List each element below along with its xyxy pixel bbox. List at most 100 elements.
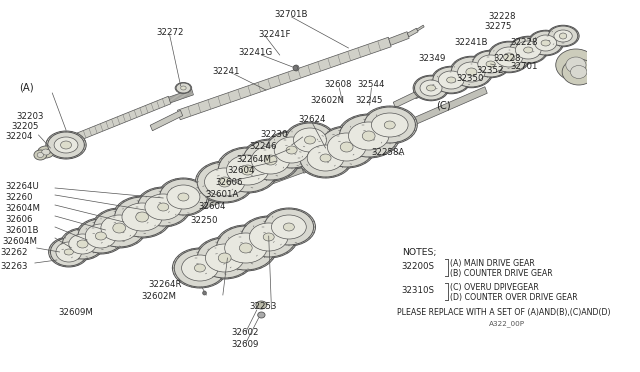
- Ellipse shape: [182, 255, 218, 281]
- Text: 32608: 32608: [324, 80, 352, 89]
- Text: 32260: 32260: [6, 193, 33, 202]
- Ellipse shape: [115, 197, 170, 237]
- Ellipse shape: [136, 212, 148, 222]
- Ellipse shape: [178, 193, 189, 201]
- Polygon shape: [388, 32, 409, 45]
- Text: NOTES;: NOTES;: [402, 248, 436, 257]
- Text: 32606: 32606: [216, 178, 243, 187]
- Ellipse shape: [556, 49, 596, 81]
- Ellipse shape: [371, 113, 408, 137]
- Ellipse shape: [92, 208, 147, 248]
- Ellipse shape: [205, 244, 244, 272]
- Ellipse shape: [486, 61, 495, 67]
- Ellipse shape: [252, 146, 290, 174]
- Text: 32264U: 32264U: [6, 182, 40, 191]
- Ellipse shape: [258, 312, 265, 318]
- Ellipse shape: [113, 196, 172, 238]
- Ellipse shape: [320, 154, 331, 162]
- Ellipse shape: [174, 249, 225, 287]
- Ellipse shape: [548, 26, 578, 46]
- Polygon shape: [393, 91, 419, 108]
- Text: 32263: 32263: [0, 262, 28, 271]
- Ellipse shape: [214, 225, 277, 271]
- Text: 32241B: 32241B: [455, 38, 488, 47]
- Ellipse shape: [145, 194, 182, 220]
- Text: 32609M: 32609M: [59, 308, 93, 317]
- Text: 32250: 32250: [191, 216, 218, 225]
- Text: 32264R: 32264R: [148, 280, 182, 289]
- Text: 32228: 32228: [493, 54, 521, 63]
- Text: 32228: 32228: [489, 12, 516, 21]
- Ellipse shape: [264, 155, 277, 165]
- Text: (A) MAIN DRIVE GEAR: (A) MAIN DRIVE GEAR: [451, 259, 535, 268]
- Ellipse shape: [559, 33, 567, 39]
- Ellipse shape: [364, 107, 415, 143]
- Polygon shape: [177, 37, 391, 120]
- Ellipse shape: [77, 240, 88, 248]
- Ellipse shape: [227, 155, 269, 185]
- Text: 32253: 32253: [250, 302, 277, 311]
- Text: 32272: 32272: [156, 28, 184, 37]
- Ellipse shape: [195, 161, 254, 203]
- Ellipse shape: [337, 114, 400, 158]
- Text: 32602M: 32602M: [141, 292, 176, 301]
- Ellipse shape: [438, 71, 464, 89]
- Text: 32601B: 32601B: [6, 226, 39, 235]
- Ellipse shape: [362, 106, 417, 144]
- Text: 32602: 32602: [231, 328, 259, 337]
- Ellipse shape: [64, 249, 74, 255]
- Text: 32606: 32606: [6, 215, 33, 224]
- Text: 32203: 32203: [17, 112, 44, 121]
- Ellipse shape: [433, 67, 470, 93]
- Ellipse shape: [76, 218, 125, 254]
- Ellipse shape: [218, 253, 231, 263]
- Ellipse shape: [176, 83, 191, 93]
- Ellipse shape: [239, 243, 252, 253]
- Ellipse shape: [274, 137, 309, 163]
- Ellipse shape: [509, 36, 548, 64]
- Polygon shape: [417, 25, 424, 31]
- Text: 32245: 32245: [356, 96, 383, 105]
- Ellipse shape: [167, 185, 200, 209]
- Ellipse shape: [489, 42, 529, 72]
- Text: (D) COUNTER OVER DRIVE GEAR: (D) COUNTER OVER DRIVE GEAR: [451, 293, 578, 302]
- Text: 32310S: 32310S: [402, 286, 435, 295]
- Ellipse shape: [61, 141, 72, 149]
- Ellipse shape: [172, 248, 227, 288]
- Text: 32258A: 32258A: [371, 148, 404, 157]
- Polygon shape: [413, 31, 561, 99]
- Ellipse shape: [122, 203, 163, 231]
- Ellipse shape: [266, 132, 317, 168]
- Ellipse shape: [78, 219, 124, 253]
- Ellipse shape: [431, 66, 471, 94]
- Ellipse shape: [195, 237, 254, 279]
- Text: 32262: 32262: [0, 248, 28, 257]
- Ellipse shape: [541, 40, 550, 46]
- Ellipse shape: [264, 209, 314, 245]
- Ellipse shape: [305, 136, 316, 144]
- Ellipse shape: [471, 50, 510, 78]
- Ellipse shape: [175, 83, 191, 93]
- Text: (C): (C): [436, 100, 451, 110]
- Ellipse shape: [197, 238, 252, 278]
- Text: 32349: 32349: [418, 54, 445, 63]
- Text: 32701: 32701: [510, 62, 538, 71]
- Ellipse shape: [495, 47, 523, 67]
- Text: (B) COUNTER DRIVE GEAR: (B) COUNTER DRIVE GEAR: [451, 269, 553, 278]
- Ellipse shape: [241, 217, 296, 257]
- Ellipse shape: [529, 31, 562, 55]
- Ellipse shape: [488, 41, 531, 73]
- Ellipse shape: [447, 77, 456, 83]
- Ellipse shape: [286, 146, 297, 154]
- Ellipse shape: [250, 223, 288, 251]
- Ellipse shape: [157, 178, 209, 216]
- Ellipse shape: [293, 65, 298, 71]
- Ellipse shape: [42, 149, 50, 155]
- Polygon shape: [150, 110, 182, 131]
- Text: 32604: 32604: [227, 166, 255, 175]
- Ellipse shape: [180, 86, 186, 90]
- Ellipse shape: [566, 57, 586, 73]
- Text: PLEASE REPLACE WITH A SET OF (A)AND(B),(C)AND(D): PLEASE REPLACE WITH A SET OF (A)AND(B),(…: [397, 308, 611, 317]
- Ellipse shape: [570, 65, 587, 78]
- Ellipse shape: [528, 30, 564, 56]
